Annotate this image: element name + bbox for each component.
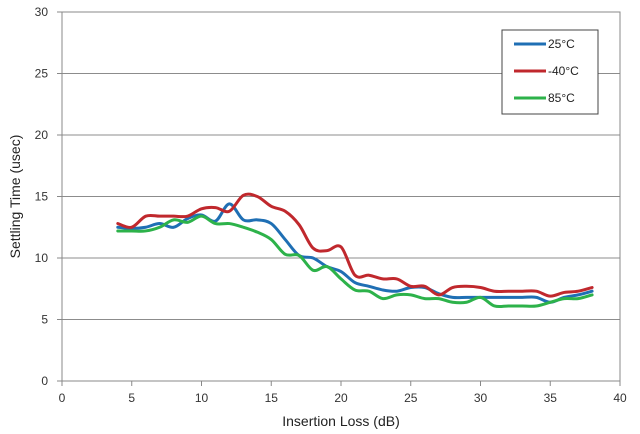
x-tick-label: 15: [265, 391, 279, 405]
y-tick-label: 30: [35, 5, 49, 19]
legend: 25°C -40°C 85°C: [501, 29, 599, 115]
x-tick-label: 40: [613, 391, 627, 405]
y-tick-label: 5: [41, 313, 48, 327]
legend-label-2: 85°C: [548, 91, 575, 105]
x-tick-label: 35: [544, 391, 558, 405]
x-tick-label: 20: [334, 391, 348, 405]
x-tick-label: 10: [195, 391, 209, 405]
x-axis-label: Insertion Loss (dB): [282, 413, 400, 429]
legend-label-1: -40°C: [548, 64, 579, 78]
series-lines: [116, 192, 594, 309]
legend-label-0: 25°C: [548, 37, 575, 51]
x-tick-label: 30: [474, 391, 488, 405]
y-tick-label: 25: [35, 67, 49, 81]
y-tick-label: 10: [35, 251, 49, 265]
y-tick-label: 20: [35, 128, 49, 142]
y-axis-ticks: 0 5 10 15 20 25 30: [35, 5, 62, 388]
y-tick-label: 15: [35, 190, 49, 204]
y-tick-label: 0: [41, 374, 48, 388]
x-axis-ticks: 0 5 10 15 20 25 30 35 40: [59, 381, 627, 405]
x-tick-label: 5: [128, 391, 135, 405]
series-line-2: [116, 214, 594, 309]
series-line-1: [116, 192, 594, 298]
x-tick-label: 0: [59, 391, 66, 405]
legend-items: 25°C -40°C 85°C: [514, 37, 579, 105]
x-tick-label: 25: [404, 391, 418, 405]
series-line-0: [116, 202, 594, 304]
y-axis-label: Settling Time (usec): [7, 135, 23, 259]
